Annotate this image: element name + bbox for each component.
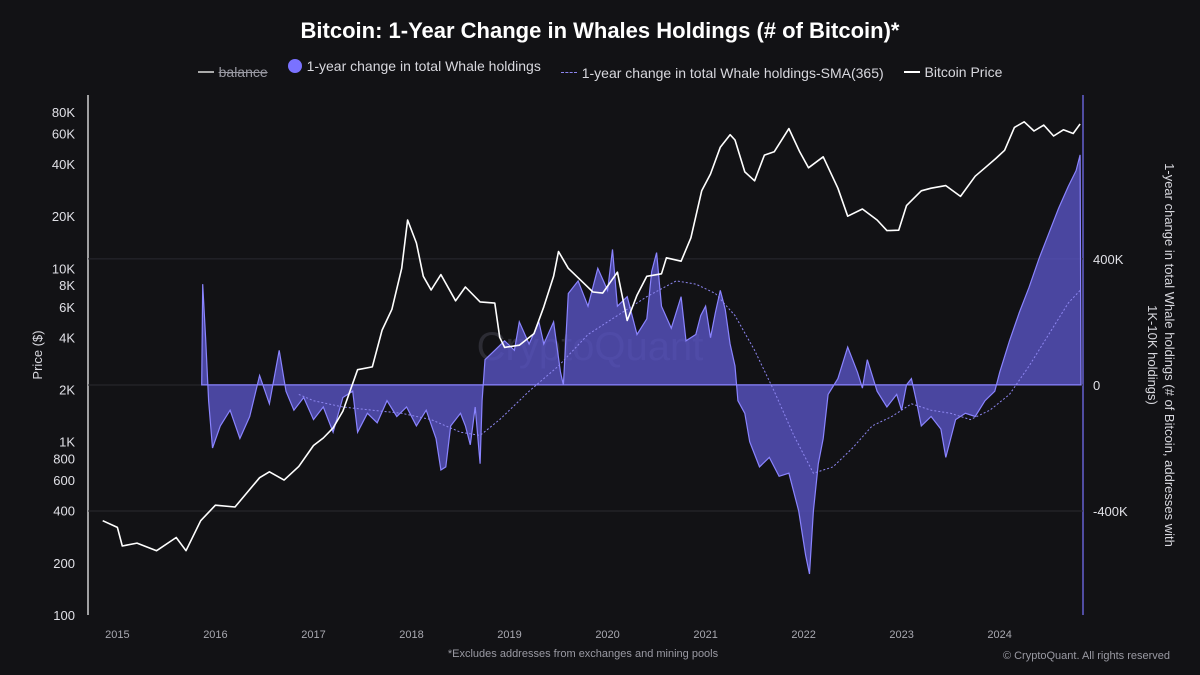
left-axis-label: Price ($) [30,330,45,379]
left-tick-label: 2K [59,382,75,397]
left-tick-label: 6K [59,300,75,315]
x-axis-ticks: 2015 2016 2017 2018 2019 2020 2021 2022 2023 2024 [105,629,1012,641]
left-tick-label: 40K [52,157,75,172]
whale-change-area [201,154,1082,575]
legend-item-sma[interactable]: 1-year change in total Whale holdings-SM… [560,64,884,81]
bitcoin-price-polyline [102,121,1081,552]
x-tick-label: 2024 [987,629,1011,641]
x-tick-label: 2019 [497,629,521,641]
x-tick-label: 2018 [399,629,423,641]
legend-label-sma: 1-year change in total Whale holdings-SM… [581,64,884,81]
footnote: *Excludes addresses from exchanges and m… [447,648,719,660]
left-tick-label: 60K [52,126,75,141]
right-tick-label: 400K [1093,252,1124,267]
sma-line [298,280,1081,474]
x-tick-label: 2015 [105,629,129,641]
left-tick-label: 800 [53,451,75,466]
left-tick-label: 100 [53,608,75,623]
legend: balance 1-year change in total Whale hol… [0,58,1200,81]
copyright: © CryptoQuant. All rights reserved [1002,650,1170,662]
legend-label-whale-change: 1-year change in total Whale holdings [306,58,541,74]
x-tick-label: 2021 [693,629,717,641]
x-tick-label: 2020 [595,629,619,641]
legend-item-whale-change[interactable]: 1-year change in total Whale holdings [287,58,541,74]
x-tick-label: 2022 [791,629,815,641]
right-tick-label: 0 [1093,378,1100,393]
right-tick-label: -400K [1093,504,1128,519]
x-tick-label: 2016 [203,629,227,641]
left-tick-label: 20K [52,209,75,224]
left-tick-label: 80K [52,105,75,120]
legend-label-balance: balance [218,64,268,80]
right-axis-label-line2: 1K-10K holdings) [1145,305,1160,405]
left-tick-label: 200 [53,556,75,571]
bitcoin-price-line [102,121,1081,552]
left-tick-label: 10K [52,261,75,276]
left-tick-label: 8K [59,278,75,293]
legend-dash-swatch [560,72,577,73]
legend-line-swatch [197,71,214,73]
legend-dot-swatch [287,59,302,73]
right-axis-ticks: 400K 0 -400K [1093,252,1128,519]
left-tick-label: 400 [53,504,75,519]
left-tick-label: 1K [59,435,75,450]
left-tick-label: 4K [59,330,75,345]
legend-item-price[interactable]: Bitcoin Price [903,64,1003,80]
right-axis-label-line1: 1-year change in total Whale holdings (#… [1162,163,1177,547]
x-tick-label: 2017 [301,629,325,641]
left-tick-label: 600 [53,473,75,488]
legend-white-swatch [903,71,920,73]
x-tick-label: 2023 [889,629,913,641]
legend-item-balance[interactable]: balance [197,64,268,80]
chart-title: Bitcoin: 1-Year Change in Whales Holding… [300,18,900,43]
whale-change-area-path [201,154,1082,575]
sma-polyline [298,280,1081,474]
legend-label-price: Bitcoin Price [924,64,1003,80]
